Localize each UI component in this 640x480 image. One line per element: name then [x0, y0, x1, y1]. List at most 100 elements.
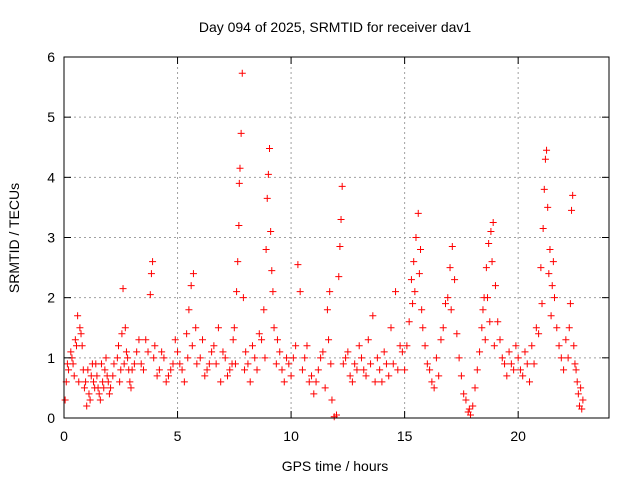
x-tick-label: 5 [174, 428, 182, 444]
data-point [85, 390, 93, 398]
data-point [117, 366, 125, 374]
ticks [63, 56, 609, 419]
data-point [193, 360, 201, 368]
data-point [95, 390, 103, 398]
data-point [149, 258, 157, 266]
data-point [423, 360, 431, 368]
data-point [86, 396, 94, 404]
data-point [113, 354, 121, 362]
data-point [326, 288, 334, 296]
data-points [61, 69, 587, 421]
data-point [357, 354, 365, 362]
data-point [538, 300, 546, 308]
data-point [184, 354, 192, 362]
data-point [303, 342, 311, 350]
data-point [333, 411, 340, 419]
data-point [188, 342, 196, 350]
data-point [398, 348, 406, 356]
data-point [110, 360, 118, 368]
data-point [241, 366, 249, 374]
data-point [523, 360, 531, 368]
data-point [451, 276, 459, 284]
data-point [447, 306, 455, 314]
data-point [394, 366, 402, 374]
data-point [348, 378, 356, 386]
data-point [162, 378, 170, 386]
data-point [151, 342, 159, 350]
data-point [82, 378, 90, 386]
data-point [65, 366, 73, 374]
data-point [498, 354, 506, 362]
data-point [287, 372, 295, 380]
data-point [246, 378, 254, 386]
data-point [176, 360, 184, 368]
data-point [312, 378, 320, 386]
data-point [337, 215, 345, 223]
data-point [371, 378, 379, 386]
data-point [185, 306, 193, 314]
data-point [135, 336, 143, 344]
data-point [273, 336, 281, 344]
data-point [267, 227, 275, 235]
data-point [415, 270, 423, 278]
data-point [183, 330, 191, 338]
data-point [237, 129, 245, 137]
data-point [544, 203, 552, 211]
data-point [258, 336, 266, 344]
data-point [409, 300, 417, 308]
data-point [72, 342, 80, 350]
data-point [71, 336, 79, 344]
data-point [233, 288, 241, 296]
data-point [488, 258, 496, 266]
data-point [260, 306, 268, 314]
data-point [76, 324, 84, 332]
data-point [457, 372, 465, 380]
data-point [120, 360, 128, 368]
data-point [338, 182, 346, 190]
data-point [248, 342, 256, 350]
data-point [90, 378, 98, 386]
data-point [224, 372, 231, 380]
data-point [562, 336, 570, 344]
data-point [327, 360, 335, 368]
data-point [537, 264, 545, 272]
data-point [139, 366, 147, 374]
data-point [61, 396, 69, 404]
data-point [127, 384, 135, 392]
data-point [180, 378, 188, 386]
data-point [455, 354, 463, 362]
data-point [514, 354, 522, 362]
data-point [199, 336, 207, 344]
data-point [566, 300, 574, 308]
data-point [319, 348, 327, 356]
data-point [568, 206, 576, 214]
data-point [196, 354, 204, 362]
data-point [242, 348, 250, 356]
data-point [67, 348, 75, 356]
data-point [405, 318, 413, 326]
data-point [530, 360, 538, 368]
data-point [116, 378, 124, 386]
data-point [264, 170, 272, 178]
data-point [262, 246, 270, 254]
data-point [369, 312, 377, 320]
data-point [462, 396, 470, 404]
data-point [167, 366, 175, 374]
data-point [549, 258, 557, 266]
y-tick-label: 5 [47, 109, 55, 125]
data-point [543, 146, 551, 154]
data-point [158, 348, 166, 356]
data-point [551, 294, 558, 302]
data-point [532, 324, 540, 332]
data-point [234, 258, 242, 266]
data-point [102, 354, 110, 362]
data-point [428, 378, 436, 386]
data-point [414, 209, 422, 217]
data-point [261, 354, 269, 362]
data-point [235, 179, 243, 187]
data-point [235, 221, 243, 229]
data-point [360, 366, 368, 374]
data-point [88, 360, 96, 368]
data-point [178, 366, 186, 374]
